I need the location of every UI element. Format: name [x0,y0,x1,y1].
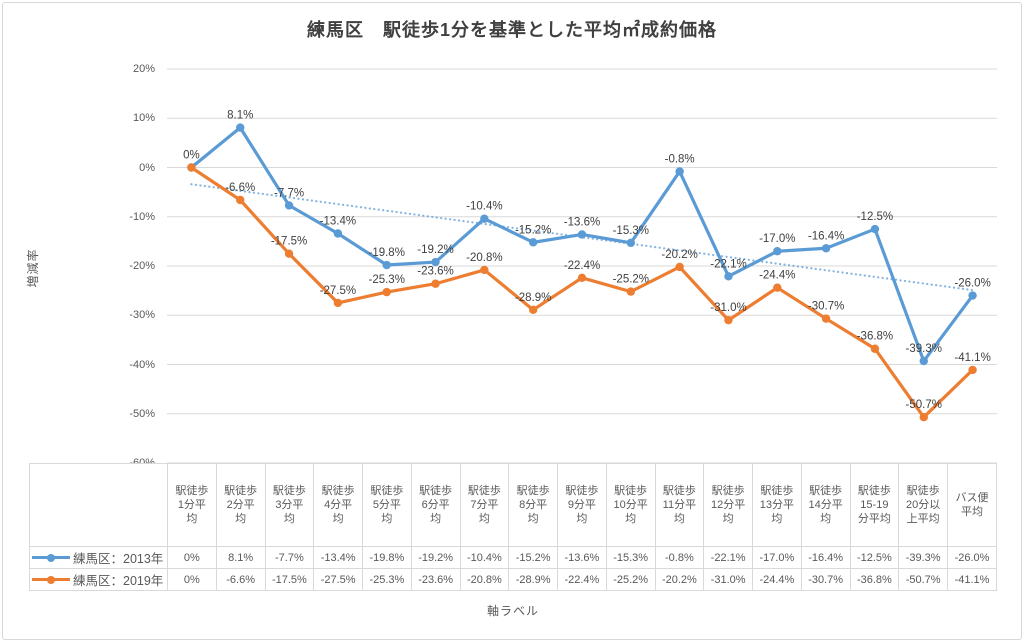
table-value-cell: -39.3% [898,546,948,569]
y-axis-tick: -40% [129,358,155,371]
table-value-cell: -22.4% [557,568,607,591]
category-header: 駅徒歩6分平均 [410,463,461,547]
table-value-cell: -27.5% [313,568,363,591]
table-value-cell: -20.2% [654,568,705,591]
table-value-cell: -50.7% [898,568,948,591]
legend-key-icon [32,575,70,584]
y-axis-tick: -50% [129,407,155,420]
category-header: 駅徒歩5分平均 [362,463,412,547]
y-axis-tick: -10% [129,210,155,223]
category-header: 駅徒歩9分平均 [557,463,607,547]
table-value-cell: -31.0% [703,568,753,591]
y-axis-tick: -20% [129,260,155,272]
category-header: 駅徒歩3分平均 [264,463,315,547]
y-axis-title: 増減率 [25,248,40,288]
category-header: 駅徒歩8分平均 [508,463,558,547]
table-value-cell: -12.5% [849,546,900,569]
data-table: 駅徒歩1分平均 駅徒歩2分平均 駅徒歩3分平均 駅徒歩4分平均 駅徒歩5分平均 駅徒歩6分… [29,463,997,591]
category-header: 駅徒歩4分平均 [313,463,363,547]
table-value-cell: -19.8% [362,546,412,569]
table-value-cell: -16.4% [800,546,851,569]
x-axis-title: 軸ラベル [486,604,539,618]
category-header: 駅徒歩2分平均 [215,463,266,547]
legend-key-icon [32,553,70,562]
table-value-cell: -41.1% [947,568,997,591]
table-value-cell: -25.3% [362,568,412,591]
table-value-cell: -30.7% [800,568,851,591]
table-value-cell: -28.9% [508,568,558,591]
table-value-cell: -24.4% [752,568,802,591]
table-value-cell: -10.4% [459,546,510,569]
table-value-cell: -6.6% [215,568,266,591]
legend-marker-icon [47,553,55,562]
legend-label: 練馬区：2019年 [73,574,164,588]
table-value-cell: -26.0% [947,546,997,569]
table-row-2019: 練馬区：2019年 0% -6.6% -17.5% -27.5% -25.3% -23.6%… [29,568,997,591]
table-header-row: 駅徒歩1分平均 駅徒歩2分平均 駅徒歩3分平均 駅徒歩4分平均 駅徒歩5分平均 駅徒歩6分… [29,463,997,547]
legend-cell: 練馬区：2013年 [29,546,168,569]
category-header: 駅徒歩13分平均 [752,463,802,547]
category-header: 駅徒歩1分平均 [167,463,217,547]
legend-marker-icon [47,575,55,584]
y-axis-tick: -30% [129,309,155,322]
legend-cell: 練馬区：2019年 [29,568,168,591]
table-value-cell: 0% [167,546,217,569]
category-header: 駅徒歩14分平均 [800,463,851,547]
category-header: 駅徒歩11分平均 [654,463,705,547]
table-corner-cell [29,463,168,547]
y-axis-tick: 10% [132,112,155,125]
category-header: バス便平均 [947,463,997,547]
table-value-cell: -13.4% [313,546,363,569]
table-value-cell: -25.2% [605,568,656,591]
category-header: 駅徒歩20分以上平均 [898,463,948,547]
category-header: 駅徒歩15-19分平均 [849,463,900,547]
table-value-cell: -23.6% [410,568,461,591]
category-header: 駅徒歩12分平均 [703,463,753,547]
table-value-cell: -15.3% [605,546,656,569]
table-value-cell: 8.1% [215,546,266,569]
table-value-cell: -36.8% [849,568,900,591]
table-value-cell: -15.2% [508,546,558,569]
table-row-2013: 練馬区：2013年 0% 8.1% -7.7% -13.4% -19.8% -19.2% -1… [29,546,997,569]
table-value-cell: -7.7% [264,546,315,569]
y-axis-tick: 20% [132,63,155,75]
legend-label: 練馬区：2013年 [73,552,164,566]
y-axis-tick: 0% [139,161,155,174]
table-value-cell: -0.8% [654,546,705,569]
chart-title: 練馬区 駅徒歩1分を基準とした平均㎡成約価格 [306,20,717,40]
table-value-cell: -20.8% [459,568,510,591]
table-value-cell: 0% [167,568,217,591]
table-value-cell: -17.0% [752,546,802,569]
category-header: 駅徒歩7分平均 [459,463,510,547]
table-value-cell: -17.5% [264,568,315,591]
table-value-cell: -22.1% [703,546,753,569]
table-value-cell: -13.6% [557,546,607,569]
category-header: 駅徒歩10分平均 [605,463,656,547]
table-value-cell: -19.2% [410,546,461,569]
